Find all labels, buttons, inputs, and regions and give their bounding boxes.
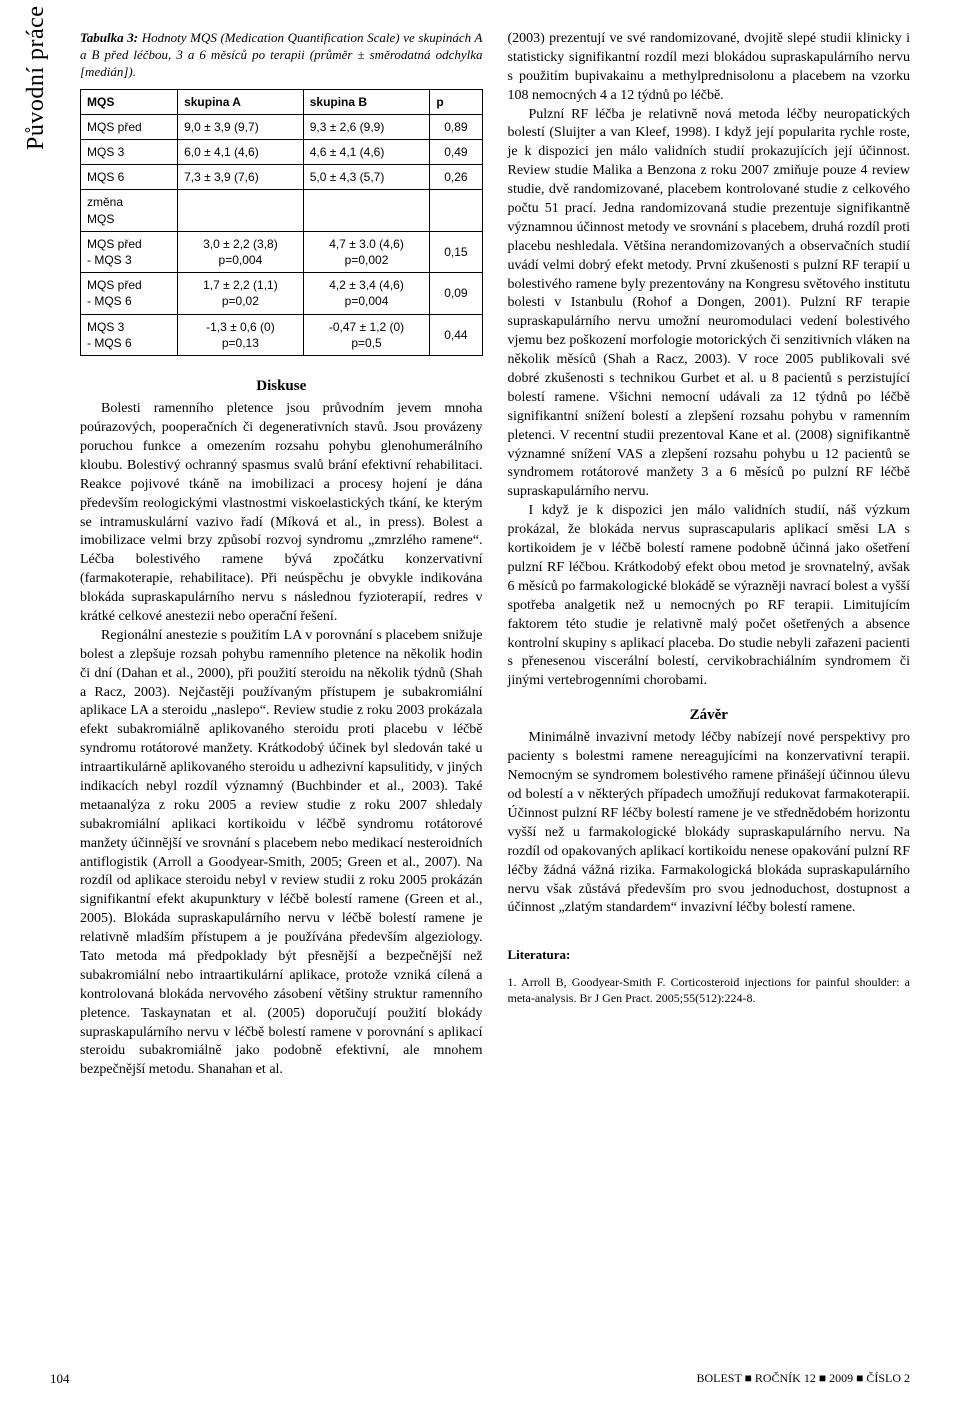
two-column-layout: Tabulka 3: Hodnoty MQS (Medication Quant…	[80, 30, 910, 1080]
cell: -0,47 ± 1,2 (0) p=0,5	[303, 314, 430, 355]
cell	[430, 190, 482, 231]
right-column: (2003) prezentují ve své randomizované, …	[508, 30, 911, 1080]
left-column: Tabulka 3: Hodnoty MQS (Medication Quant…	[80, 30, 483, 1080]
table-header-p: p	[430, 89, 482, 114]
cell: 4,6 ± 4,1 (4,6)	[303, 140, 430, 165]
page-number: 104	[50, 1370, 70, 1388]
literature-item: 1. Arroll B, Goodyear-Smith F. Corticost…	[508, 974, 911, 1006]
table-row: MQS 3 - MQS 6 -1,3 ± 0,6 (0) p=0,13 -0,4…	[81, 314, 483, 355]
table-row: MQS 6 7,3 ± 3,9 (7,6) 5,0 ± 4,3 (5,7) 0,…	[81, 165, 483, 190]
table-caption: Tabulka 3: Hodnoty MQS (Medication Quant…	[80, 30, 483, 81]
cell: MQS 3 - MQS 6	[81, 314, 178, 355]
paragraph: (2003) prezentují ve své randomizované, …	[508, 30, 911, 106]
table-header-mqs: MQS	[81, 89, 178, 114]
cell: MQS před - MQS 6	[81, 273, 178, 314]
cell: MQS 3	[81, 140, 178, 165]
literature-label: Literatura:	[508, 946, 911, 964]
cell: 0,49	[430, 140, 482, 165]
section-heading-zaver: Závěr	[508, 705, 911, 725]
table-header-b: skupina B	[303, 89, 430, 114]
sidebar-section-label: Původní práce	[20, 6, 52, 150]
table-row: MQS před - MQS 6 1,7 ± 2,2 (1,1) p=0,02 …	[81, 273, 483, 314]
paragraph: Pulzní RF léčba je relativně nová metoda…	[508, 106, 911, 503]
cell: -1,3 ± 0,6 (0) p=0,13	[178, 314, 304, 355]
cell: 6,0 ± 4,1 (4,6)	[178, 140, 304, 165]
page-footer: 104 BOLEST ■ ROČNÍK 12 ■ 2009 ■ ČÍSLO 2	[50, 1362, 910, 1388]
cell: 0,44	[430, 314, 482, 355]
table-header-row: MQS skupina A skupina B p	[81, 89, 483, 114]
cell	[303, 190, 430, 231]
cell: 0,26	[430, 165, 482, 190]
table-row: MQS před - MQS 3 3,0 ± 2,2 (3,8) p=0,004…	[81, 231, 483, 272]
paragraph: Regionální anestezie s použitím LA v por…	[80, 627, 483, 1080]
table-caption-number: Tabulka 3:	[80, 30, 138, 45]
section-heading-diskuse: Diskuse	[80, 376, 483, 396]
cell: 9,0 ± 3,9 (9,7)	[178, 114, 304, 139]
cell: 1,7 ± 2,2 (1,1) p=0,02	[178, 273, 304, 314]
cell: 0,15	[430, 231, 482, 272]
cell: 5,0 ± 4,3 (5,7)	[303, 165, 430, 190]
paragraph: Minimálně invazivní metody léčby nabízej…	[508, 729, 911, 918]
cell: 7,3 ± 3,9 (7,6)	[178, 165, 304, 190]
mqs-table: MQS skupina A skupina B p MQS před 9,0 ±…	[80, 89, 483, 356]
paragraph: Bolesti ramenního pletence jsou průvodní…	[80, 400, 483, 627]
cell: 4,2 ± 3,4 (4,6) p=0,004	[303, 273, 430, 314]
paragraph: I když je k dispozici jen málo validních…	[508, 502, 911, 691]
cell: 0,09	[430, 273, 482, 314]
table-header-a: skupina A	[178, 89, 304, 114]
cell: MQS před - MQS 3	[81, 231, 178, 272]
cell: MQS 6	[81, 165, 178, 190]
cell: 9,3 ± 2,6 (9,9)	[303, 114, 430, 139]
table-row: MQS 3 6,0 ± 4,1 (4,6) 4,6 ± 4,1 (4,6) 0,…	[81, 140, 483, 165]
cell: změna MQS	[81, 190, 178, 231]
journal-info: BOLEST ■ ROČNÍK 12 ■ 2009 ■ ČÍSLO 2	[696, 1370, 910, 1388]
cell: 3,0 ± 2,2 (3,8) p=0,004	[178, 231, 304, 272]
table-row: MQS před 9,0 ± 3,9 (9,7) 9,3 ± 2,6 (9,9)…	[81, 114, 483, 139]
table-body: MQS před 9,0 ± 3,9 (9,7) 9,3 ± 2,6 (9,9)…	[81, 114, 483, 355]
table-caption-text: Hodnoty MQS (Medication Quantification S…	[80, 30, 483, 79]
table-row: změna MQS	[81, 190, 483, 231]
cell	[178, 190, 304, 231]
cell: MQS před	[81, 114, 178, 139]
cell: 4,7 ± 3.0 (4,6) p=0,002	[303, 231, 430, 272]
cell: 0,89	[430, 114, 482, 139]
